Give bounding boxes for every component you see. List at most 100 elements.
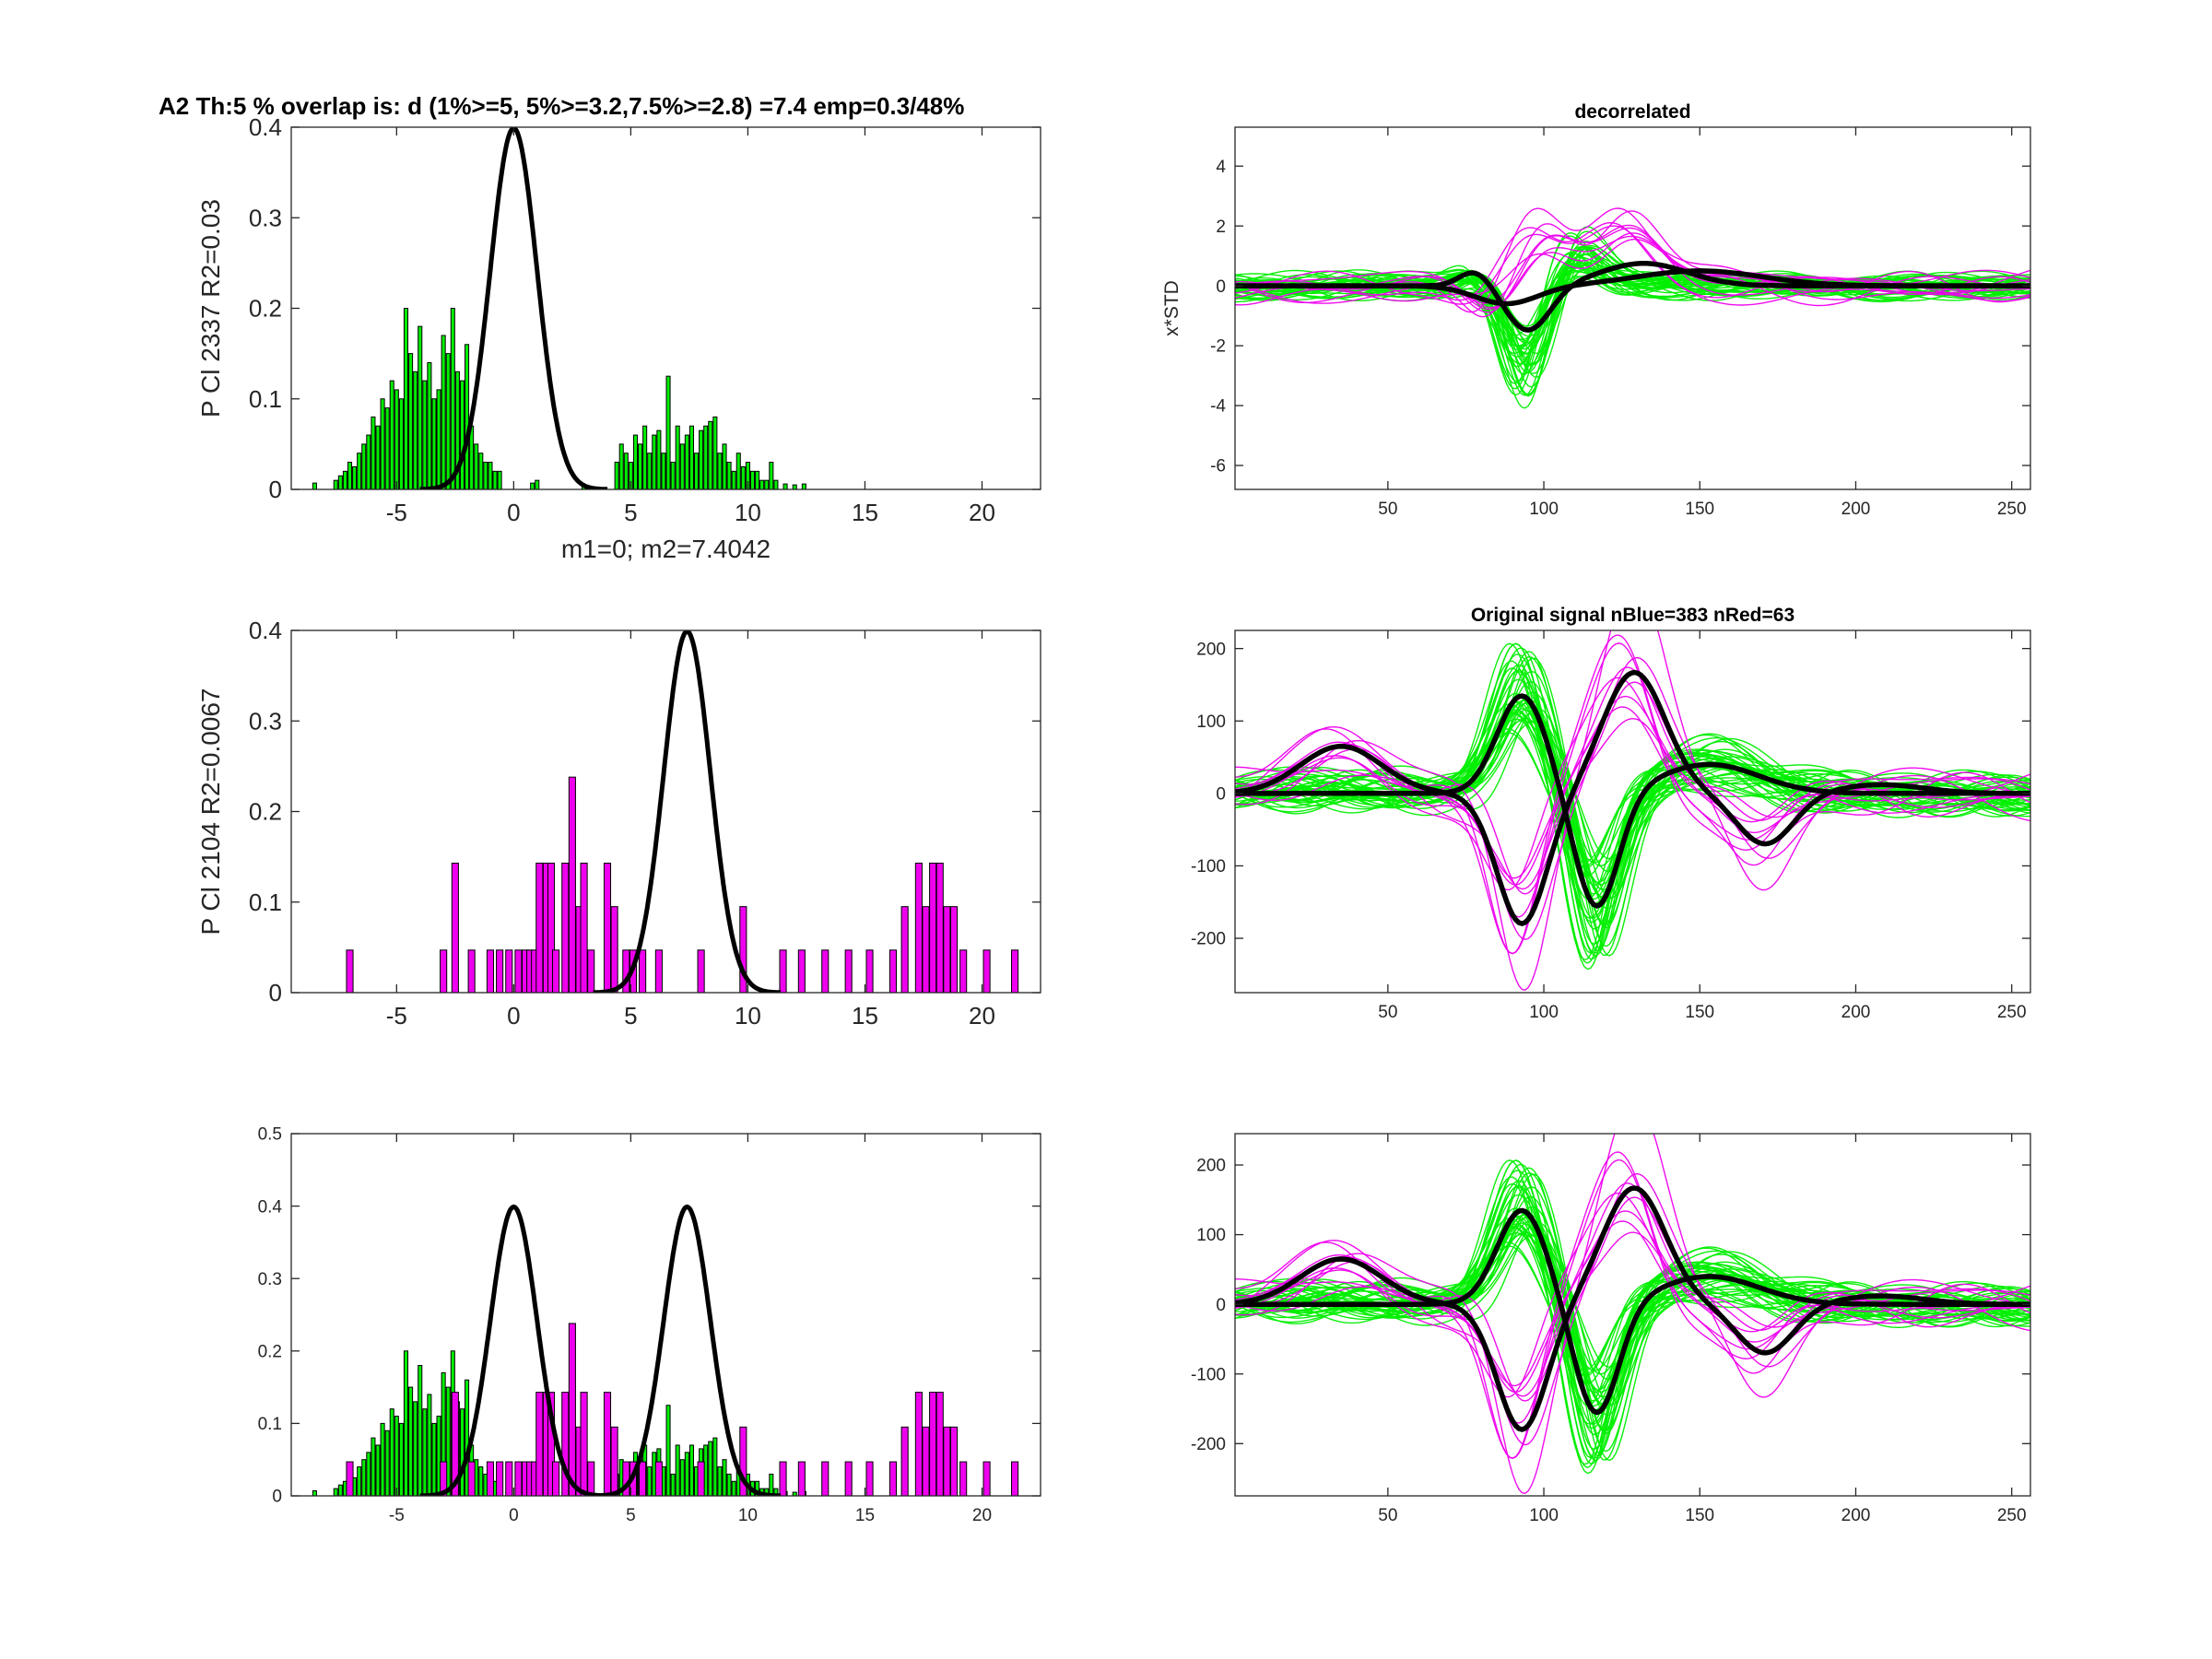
wave2-xtick-label: 100 [1529,1003,1559,1022]
hist3-bar [436,1416,441,1496]
wave1-trace-green [1235,253,2030,355]
wave2-mean-trace [1235,669,2030,926]
wave1-trace-magenta [1235,238,2030,303]
hist2-bar [865,949,874,993]
hist3-bar [478,1466,484,1496]
wave2-trace-magenta [1235,677,2030,890]
hist3-bar [949,1426,959,1496]
wave3-xtick-label: 250 [1997,1506,2027,1525]
wave3-trace-magenta [1235,1151,2030,1459]
hist1-bar [418,325,423,489]
hist2-bar [568,776,576,993]
hist3-bar [935,1392,944,1496]
hist1-xtick-label: 20 [969,499,995,526]
hist1-bar [679,443,685,489]
hist3-bar [431,1422,437,1496]
hist1-xtick-label: 5 [624,499,637,526]
wave3-xtick-label: 200 [1841,1506,1871,1525]
hist1-bar [352,465,358,489]
hist3-ytick-label: 0.1 [258,1415,282,1434]
hist3-ytick-label: 0.3 [258,1270,282,1289]
wave2-trace-magenta [1235,695,2030,886]
wave2-trace-magenta [1235,642,2030,955]
wave1-trace-green [1235,232,2030,390]
wave1-ytick-label: -2 [1210,337,1226,357]
wave2-xtick-label: 150 [1685,1003,1714,1022]
hist2-panel: -5 0 5 10 15 20 0 0.1 0.2 0.3 0.4 P Cl 2104 R2=0.00… [196,617,1041,1030]
wave3-trace-magenta [1235,1192,2030,1398]
hist2-ytick-label: 0 [269,979,282,1006]
hist3-bar [514,1461,523,1496]
hist1-bar [731,470,736,489]
hist2-bar [654,949,663,993]
hist2-bar [1010,949,1019,993]
hist2-bar [580,863,588,993]
wave1-ylabel: x*STD [1161,280,1182,336]
hist2-ytick-label: 0.1 [249,888,282,916]
hist1-bar [661,453,666,489]
hist3-bar [675,1444,680,1496]
wave3-ytick-label: 200 [1196,1157,1226,1176]
hist1-bar [413,371,418,489]
hist3-bar [943,1426,951,1496]
wave2-ytick-label: -200 [1191,930,1226,949]
wave2-ytick-label: 100 [1196,712,1226,732]
hist2-xtick-label: 15 [852,1002,878,1030]
wave3-trace-magenta [1235,1210,2030,1394]
wave2-ytick-label: -100 [1191,857,1226,877]
hist3-bar [418,1365,423,1496]
hist1-bar [764,479,770,489]
hist1-bar [371,416,376,489]
hist2-bar [949,906,959,993]
hist3-bar [366,1452,371,1496]
hist3-bar [712,1437,718,1496]
wave1-trace-magenta [1235,207,2030,313]
hist1-bar [389,380,394,489]
hist2-bar [844,949,853,993]
hist3-bar [722,1459,727,1496]
hist3-bar [982,1461,991,1496]
hist2-bar [639,949,647,993]
hist1-bar [735,453,741,489]
hist1-bar [699,429,704,489]
wave1-xtick-label: 200 [1841,500,1871,519]
hist3-bar [755,1480,760,1496]
hist1-bar [749,470,756,489]
hist3-xtick-label: 0 [509,1506,519,1525]
hist3-bar [865,1461,874,1496]
wave1-trace-green [1235,230,2030,396]
hist2-bar [797,949,806,993]
hist1-ytick-label: 0.3 [249,204,282,231]
hist2-bar [943,906,951,993]
hist3-bar [486,1461,495,1496]
hist1-bar [708,420,713,489]
hist1-bar [441,335,446,489]
wave1-ytick-label: -6 [1210,457,1226,477]
wave3-xtick-label: 150 [1685,1506,1714,1525]
hist1-ytick-label: 0.1 [249,385,282,413]
hist1-bar [312,482,317,489]
hist3-bar [346,1461,354,1496]
hist2-ytick-label: 0.2 [249,798,282,826]
hist2-bar [922,906,930,993]
wave3-axes-frame [1234,1133,2031,1497]
hist2-bar [346,949,354,993]
hist2-plot-area [314,630,1019,993]
hist1-bar [431,398,437,489]
hist2-bar [697,949,705,993]
hist3-gauss-curve [419,1204,607,1496]
hist3-bar [665,1405,671,1496]
hist1-bar [759,479,765,489]
hist3-bar [561,1392,570,1496]
wave1-trace-magenta [1235,232,2030,311]
wave2-trace-green [1235,691,2030,910]
hist3-bar [764,1488,770,1496]
hist1-ytick-label: 0.2 [249,295,282,323]
hist3-bar [403,1350,409,1496]
hist1-bar [445,353,451,489]
hist2-bar [914,863,923,993]
hist2-bar [486,949,495,993]
hist2-bar [535,863,544,993]
hist3-bar [398,1422,404,1496]
wave3-trace-magenta [1235,1182,2030,1424]
